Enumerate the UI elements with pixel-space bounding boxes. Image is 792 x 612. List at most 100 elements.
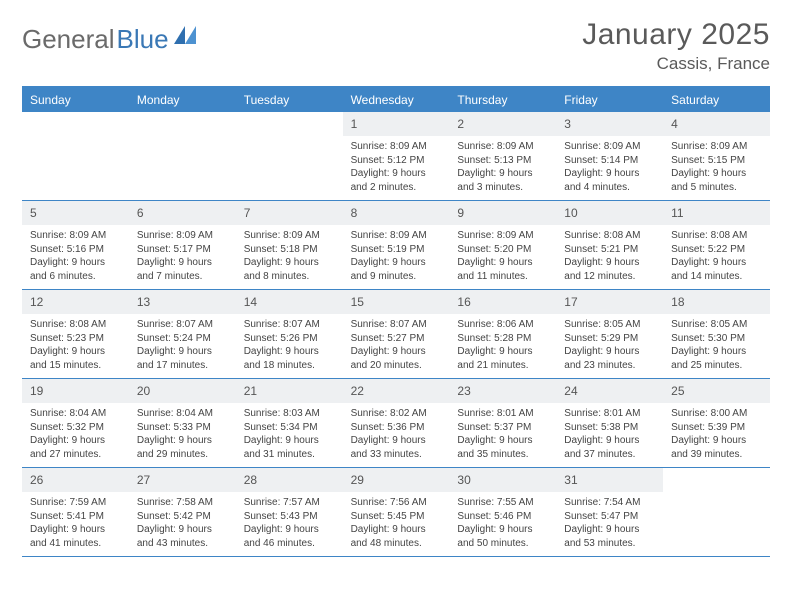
day-cell: 31Sunrise: 7:54 AMSunset: 5:47 PMDayligh… [556,468,663,556]
day-daylight2: and 48 minutes. [351,537,444,551]
day-daylight1: Daylight: 9 hours [351,523,444,537]
day-number-row: 11 [663,201,770,225]
day-cell [129,112,236,200]
day-number-row: 25 [663,379,770,403]
day-details: Sunrise: 8:04 AMSunset: 5:32 PMDaylight:… [22,403,129,461]
day-number-row: 22 [343,379,450,403]
weekday-header: Wednesday [343,88,450,112]
day-daylight2: and 3 minutes. [457,181,550,195]
day-sunrise: Sunrise: 8:09 AM [457,229,550,243]
day-daylight1: Daylight: 9 hours [671,256,764,270]
day-details: Sunrise: 8:09 AMSunset: 5:14 PMDaylight:… [556,136,663,194]
day-sunrise: Sunrise: 8:09 AM [137,229,230,243]
day-daylight1: Daylight: 9 hours [30,523,123,537]
day-sunrise: Sunrise: 8:09 AM [351,140,444,154]
weekday-header: Tuesday [236,88,343,112]
day-daylight2: and 21 minutes. [457,359,550,373]
weekday-header: Thursday [449,88,556,112]
day-cell: 16Sunrise: 8:06 AMSunset: 5:28 PMDayligh… [449,290,556,378]
day-sunrise: Sunrise: 7:59 AM [30,496,123,510]
weekday-header-row: Sunday Monday Tuesday Wednesday Thursday… [22,88,770,112]
day-sunrise: Sunrise: 8:03 AM [244,407,337,421]
day-details: Sunrise: 8:09 AMSunset: 5:19 PMDaylight:… [343,225,450,283]
day-sunset: Sunset: 5:27 PM [351,332,444,346]
day-sunset: Sunset: 5:46 PM [457,510,550,524]
day-sunrise: Sunrise: 7:57 AM [244,496,337,510]
day-cell: 12Sunrise: 8:08 AMSunset: 5:23 PMDayligh… [22,290,129,378]
day-details: Sunrise: 8:08 AMSunset: 5:21 PMDaylight:… [556,225,663,283]
day-details: Sunrise: 7:55 AMSunset: 5:46 PMDaylight:… [449,492,556,550]
day-daylight2: and 43 minutes. [137,537,230,551]
day-sunrise: Sunrise: 8:04 AM [30,407,123,421]
day-sunset: Sunset: 5:28 PM [457,332,550,346]
day-number-row: 13 [129,290,236,314]
day-number: 4 [671,117,678,131]
day-number: 29 [351,473,364,487]
day-sunrise: Sunrise: 8:07 AM [244,318,337,332]
day-number-row: 7 [236,201,343,225]
day-details: Sunrise: 7:59 AMSunset: 5:41 PMDaylight:… [22,492,129,550]
day-cell: 23Sunrise: 8:01 AMSunset: 5:37 PMDayligh… [449,379,556,467]
day-daylight2: and 37 minutes. [564,448,657,462]
weekday-header: Sunday [22,88,129,112]
day-cell: 9Sunrise: 8:09 AMSunset: 5:20 PMDaylight… [449,201,556,289]
day-daylight1: Daylight: 9 hours [137,345,230,359]
day-cell: 11Sunrise: 8:08 AMSunset: 5:22 PMDayligh… [663,201,770,289]
day-daylight1: Daylight: 9 hours [244,523,337,537]
day-daylight2: and 15 minutes. [30,359,123,373]
day-cell: 3Sunrise: 8:09 AMSunset: 5:14 PMDaylight… [556,112,663,200]
day-number-row [236,112,343,136]
day-number-row: 8 [343,201,450,225]
day-number: 26 [30,473,43,487]
day-sunset: Sunset: 5:45 PM [351,510,444,524]
day-sunset: Sunset: 5:21 PM [564,243,657,257]
day-daylight1: Daylight: 9 hours [137,256,230,270]
day-sunrise: Sunrise: 8:01 AM [457,407,550,421]
day-daylight2: and 12 minutes. [564,270,657,284]
day-daylight2: and 53 minutes. [564,537,657,551]
day-details: Sunrise: 8:02 AMSunset: 5:36 PMDaylight:… [343,403,450,461]
page-header: General Blue January 2025 Cassis, France [22,18,770,74]
day-number-row [129,112,236,136]
day-sunset: Sunset: 5:33 PM [137,421,230,435]
day-number: 17 [564,295,577,309]
day-sunset: Sunset: 5:17 PM [137,243,230,257]
day-sunrise: Sunrise: 8:06 AM [457,318,550,332]
day-details: Sunrise: 7:58 AMSunset: 5:42 PMDaylight:… [129,492,236,550]
day-cell: 22Sunrise: 8:02 AMSunset: 5:36 PMDayligh… [343,379,450,467]
day-cell: 18Sunrise: 8:05 AMSunset: 5:30 PMDayligh… [663,290,770,378]
location-subtitle: Cassis, France [582,54,770,74]
day-number: 24 [564,384,577,398]
day-sunset: Sunset: 5:29 PM [564,332,657,346]
day-number: 28 [244,473,257,487]
day-details: Sunrise: 7:54 AMSunset: 5:47 PMDaylight:… [556,492,663,550]
day-daylight2: and 14 minutes. [671,270,764,284]
day-details: Sunrise: 8:09 AMSunset: 5:17 PMDaylight:… [129,225,236,283]
day-number-row: 21 [236,379,343,403]
day-number: 5 [30,206,37,220]
day-number-row: 31 [556,468,663,492]
day-sunset: Sunset: 5:13 PM [457,154,550,168]
weekday-header: Friday [556,88,663,112]
day-daylight2: and 25 minutes. [671,359,764,373]
day-number: 12 [30,295,43,309]
day-sunset: Sunset: 5:18 PM [244,243,337,257]
day-number-row: 19 [22,379,129,403]
day-daylight2: and 4 minutes. [564,181,657,195]
day-daylight1: Daylight: 9 hours [30,256,123,270]
day-number: 15 [351,295,364,309]
day-sunrise: Sunrise: 8:09 AM [564,140,657,154]
day-number: 1 [351,117,358,131]
day-details: Sunrise: 8:05 AMSunset: 5:29 PMDaylight:… [556,314,663,372]
day-details: Sunrise: 8:09 AMSunset: 5:15 PMDaylight:… [663,136,770,194]
day-daylight2: and 31 minutes. [244,448,337,462]
day-sunset: Sunset: 5:32 PM [30,421,123,435]
day-daylight1: Daylight: 9 hours [457,256,550,270]
day-number: 14 [244,295,257,309]
day-daylight2: and 8 minutes. [244,270,337,284]
day-cell: 10Sunrise: 8:08 AMSunset: 5:21 PMDayligh… [556,201,663,289]
day-sunset: Sunset: 5:20 PM [457,243,550,257]
day-sunrise: Sunrise: 8:01 AM [564,407,657,421]
day-cell: 29Sunrise: 7:56 AMSunset: 5:45 PMDayligh… [343,468,450,556]
day-sunrise: Sunrise: 8:04 AM [137,407,230,421]
